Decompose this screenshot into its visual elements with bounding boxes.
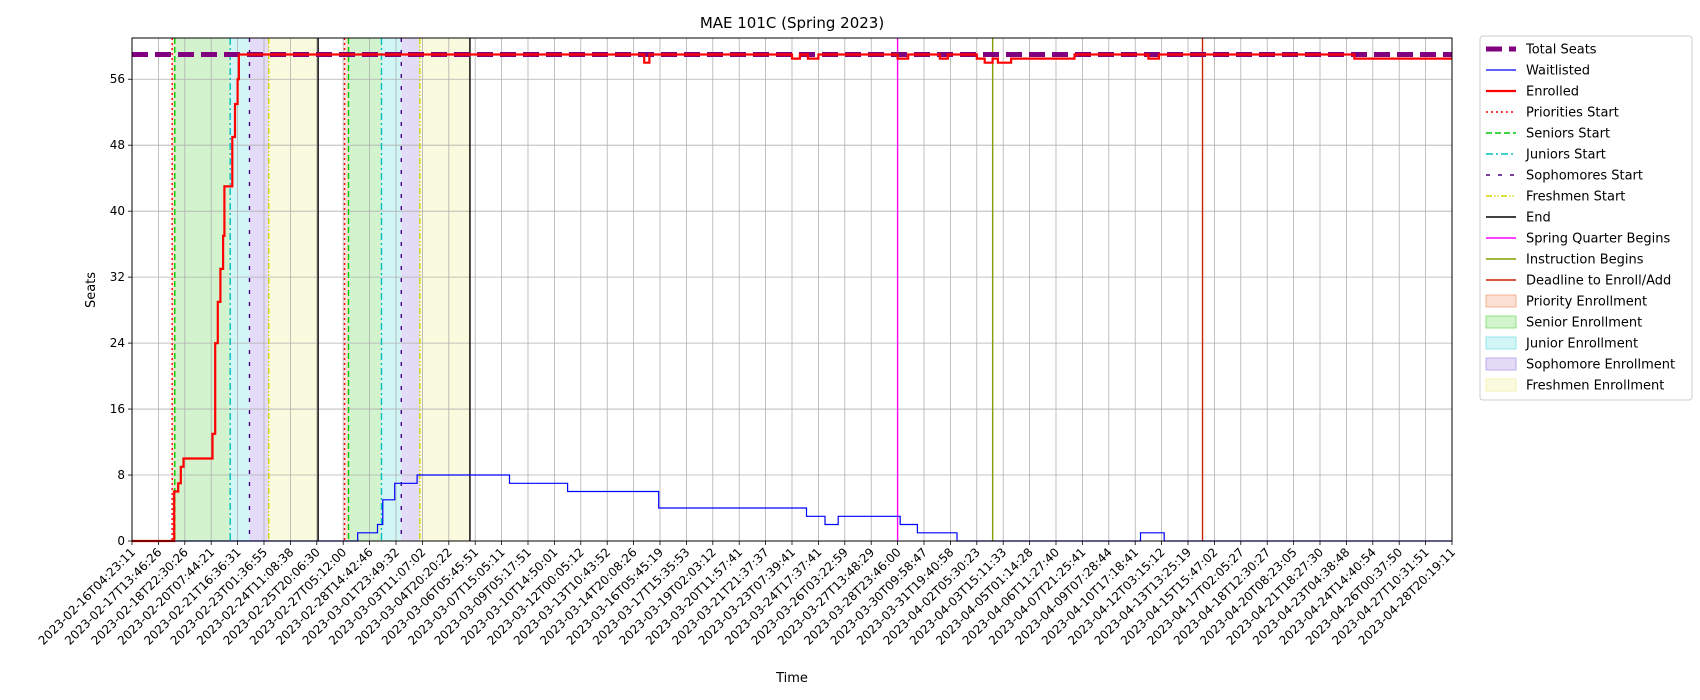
legend-swatch (1485, 336, 1517, 350)
legend-label: Senior Enrollment (1526, 316, 1642, 331)
legend-label: Instruction Begins (1526, 253, 1644, 268)
legend-label: Priorities Start (1526, 106, 1619, 121)
legend-label: Total Seats (1525, 43, 1597, 58)
shaded-region (381, 38, 402, 541)
y-axis-label: Seats (84, 272, 99, 308)
y-tick-label: 32 (110, 270, 125, 284)
legend-label: Freshmen Enrollment (1526, 379, 1664, 394)
y-tick-label: 0 (117, 534, 125, 548)
legend-swatch (1485, 294, 1517, 308)
shaded-region (172, 38, 175, 541)
legend-label: Deadline to Enroll/Add (1526, 274, 1671, 289)
legend-label: End (1526, 211, 1551, 226)
chart-title: MAE 101C (Spring 2023) (700, 14, 884, 32)
legend: Total Seats Waitlisted Enrolled Priorities … (1479, 35, 1693, 401)
legend-box (1479, 35, 1693, 401)
shaded-region (230, 38, 250, 541)
data-series (132, 52, 1452, 543)
event-vertical-lines (171, 38, 1204, 541)
y-tick-label: 24 (110, 336, 125, 350)
legend-label: Junior Enrollment (1525, 337, 1638, 352)
legend-swatch (1485, 378, 1517, 392)
y-tick-label: 16 (110, 402, 125, 416)
legend-swatch (1485, 315, 1517, 329)
y-tick-label: 8 (117, 468, 125, 482)
shaded-region (249, 38, 269, 541)
legend-label: Sophomores Start (1526, 169, 1643, 184)
legend-label: Sophomore Enrollment (1526, 358, 1675, 373)
series-line (132, 474, 1452, 542)
shaded-region (348, 38, 382, 541)
legend-label: Freshmen Start (1526, 190, 1625, 205)
legend-swatch (1485, 357, 1517, 371)
y-axis-ticks: 0 8 16 24 32 40 48 56 (110, 72, 132, 548)
y-tick-label: 40 (110, 204, 125, 218)
legend-label: Priority Enrollment (1526, 295, 1647, 310)
shaded-region (344, 38, 349, 541)
legend-label: Seniors Start (1526, 127, 1610, 142)
y-tick-label: 56 (110, 72, 125, 86)
shaded-region (401, 38, 420, 541)
x-axis-label: Time (775, 671, 808, 686)
series-line (132, 53, 1452, 543)
y-tick-label: 48 (110, 138, 125, 152)
legend-label: Waitlisted (1526, 64, 1590, 79)
legend-label: Juniors Start (1525, 148, 1606, 163)
shaded-region (268, 38, 319, 541)
legend-label: Enrolled (1526, 85, 1579, 100)
legend-label: Spring Quarter Begins (1526, 232, 1670, 247)
shaded-region (419, 38, 470, 541)
